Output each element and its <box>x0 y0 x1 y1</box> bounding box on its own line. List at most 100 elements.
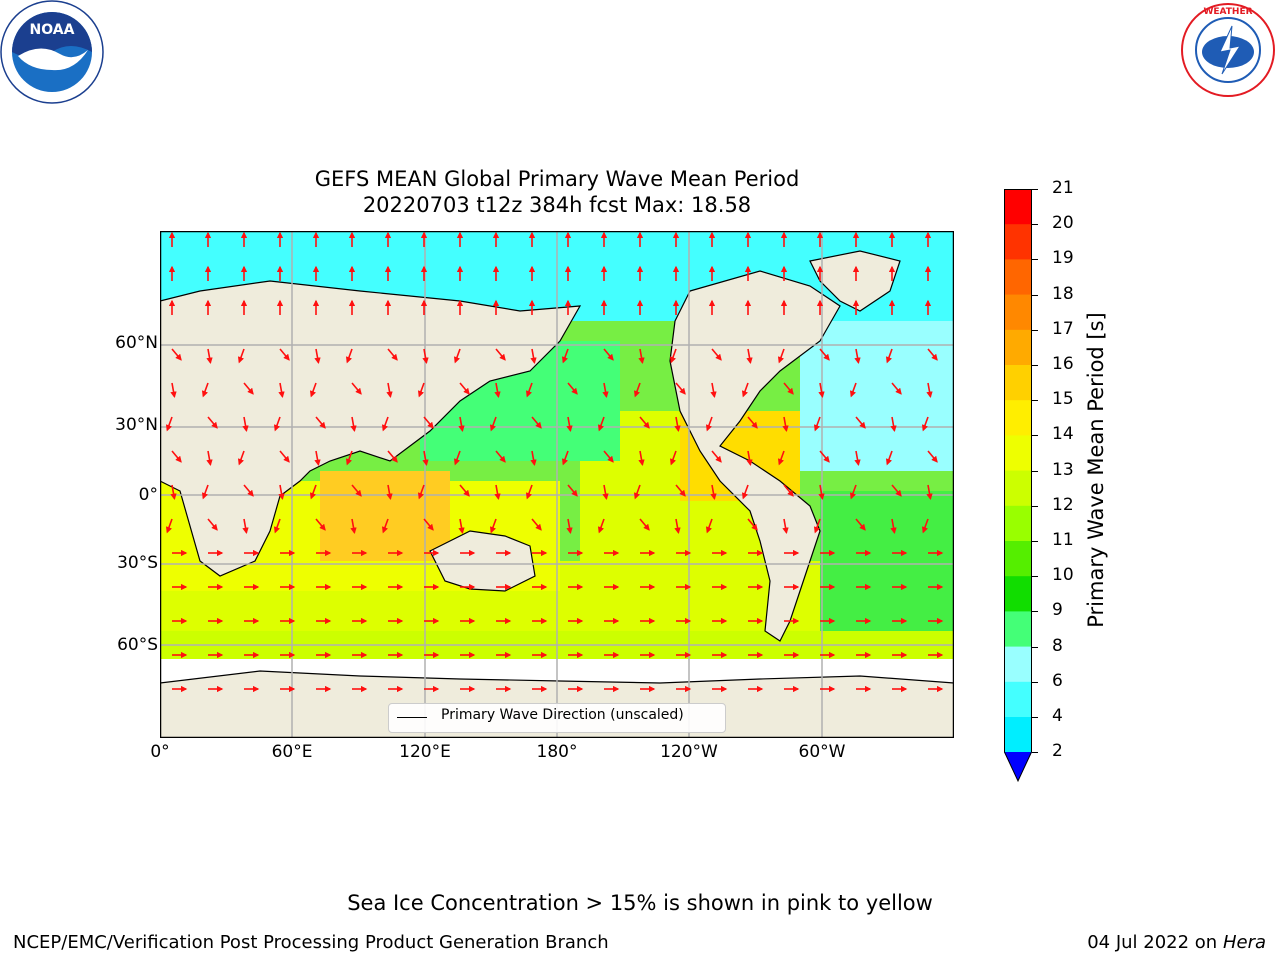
wave-direction-arrow <box>891 484 902 497</box>
wave-direction-arrow <box>747 518 758 531</box>
colorbar-tick-mark <box>1032 189 1038 190</box>
chart-title: GEFS MEAN Global Primary Wave Mean Perio… <box>314 167 800 191</box>
wave-direction-arrow <box>423 518 434 531</box>
wave-direction-arrow <box>531 416 542 429</box>
wave-direction-arrow <box>309 382 317 398</box>
wave-direction-arrow <box>387 450 398 463</box>
footer-credit: NCEP/EMC/Verification Post Processing Pr… <box>13 932 609 953</box>
wave-direction-arrow <box>315 518 326 531</box>
wave-direction-arrow <box>458 518 465 535</box>
lat-label-30s: 30°S <box>117 553 158 573</box>
wave-direction-arrow <box>603 450 614 463</box>
wave-direction-arrow <box>927 348 938 361</box>
wave-direction-arrow <box>494 484 501 501</box>
colorbar-tick-mark <box>1032 541 1038 542</box>
wave-direction-arrow <box>783 484 794 497</box>
lat-label-30n: 30°N <box>115 415 158 435</box>
footer-host: Hera <box>1222 932 1266 953</box>
colorbar-tick-mark <box>1032 294 1038 296</box>
wave-direction-arrow <box>381 518 389 534</box>
colorbar-band <box>1004 681 1032 718</box>
wave-direction-arrow <box>459 484 470 497</box>
wave-direction-arrow <box>638 450 645 467</box>
colorbar <box>1004 189 1032 783</box>
colorbar-tick-mark <box>1032 717 1038 718</box>
svg-text:NOAA: NOAA <box>30 22 75 38</box>
colorbar-tick-mark <box>1032 752 1038 754</box>
wave-direction-arrow <box>386 484 393 501</box>
colorbar-band <box>1004 189 1032 225</box>
noaa-logo: NOAA <box>0 0 104 104</box>
wave-direction-arrow <box>314 348 321 365</box>
wave-direction-arrow <box>885 348 893 364</box>
wave-direction-arrow <box>777 348 785 364</box>
wave-direction-arrow <box>597 416 605 432</box>
colorbar-tick-label: 6 <box>1052 670 1063 691</box>
wave-direction-arrow <box>417 484 425 500</box>
colorbar-tick-label: 17 <box>1052 318 1074 339</box>
colorbar-tick-label: 9 <box>1052 600 1063 621</box>
wave-direction-arrow <box>885 450 893 466</box>
wave-direction-arrow <box>237 348 245 364</box>
wave-direction-arrow <box>777 450 785 466</box>
colorbar-tick-mark <box>1032 400 1038 402</box>
colorbar-tick-label: 11 <box>1052 530 1074 550</box>
wave-direction-arrow <box>242 518 249 535</box>
wave-direction-arrow <box>278 484 285 501</box>
colorbar-band <box>1004 505 1032 542</box>
colorbar-tick-label: 16 <box>1052 354 1074 374</box>
colorbar-band <box>1004 435 1032 472</box>
wave-direction-arrow <box>566 416 573 433</box>
wave-direction-arrow <box>849 484 857 500</box>
wave-direction-arrow <box>279 450 290 463</box>
wave-direction-arrow <box>381 416 389 432</box>
wave-direction-arrow <box>525 484 533 500</box>
wave-period-map <box>160 231 954 738</box>
wave-direction-arrow <box>243 382 254 395</box>
wave-direction-arrow <box>633 484 641 500</box>
colorbar-band <box>1004 646 1032 683</box>
wave-direction-arrow <box>705 416 713 432</box>
lat-label-60s: 60°S <box>117 635 158 655</box>
colorbar-band <box>1004 576 1032 612</box>
wave-direction-arrow <box>386 382 393 399</box>
legend-label: Primary Wave Direction (unscaled) <box>441 707 684 723</box>
wave-direction-arrow <box>237 450 245 466</box>
wave-direction-arrow <box>921 518 929 534</box>
colorbar-band <box>1004 470 1032 507</box>
colorbar-tick-label: 8 <box>1052 635 1063 656</box>
colorbar-band <box>1004 259 1032 296</box>
wave-direction-arrow <box>891 382 902 395</box>
colorbar-band <box>1004 611 1032 648</box>
wave-direction-arrow <box>638 348 645 365</box>
wave-direction-arrow <box>855 416 866 429</box>
colorbar-tick-label: 18 <box>1052 283 1074 304</box>
wave-direction-arrow <box>855 518 866 531</box>
wave-direction-arrow <box>854 450 861 467</box>
colorbar-tick-mark <box>1032 681 1038 683</box>
wave-direction-arrow <box>495 348 506 361</box>
map-legend: Primary Wave Direction (unscaled) <box>388 703 726 733</box>
wave-direction-arrow <box>171 450 182 463</box>
wave-direction-arrow <box>170 484 177 501</box>
footer-date: 04 Jul 2022 on Hera <box>1087 932 1266 953</box>
wave-direction-arrow <box>422 450 429 467</box>
wave-direction-arrow <box>741 382 749 398</box>
wave-direction-arrow <box>309 484 317 500</box>
lon-label-60w: 60°W <box>798 742 846 762</box>
wave-direction-arrow <box>566 518 573 535</box>
colorbar-tick-mark <box>1032 224 1038 226</box>
colorbar-tick-mark <box>1032 329 1038 331</box>
wave-direction-arrow <box>165 416 173 432</box>
wave-direction-arrow <box>207 416 218 429</box>
wave-direction-arrow <box>782 416 789 433</box>
wave-direction-arrow <box>746 450 753 467</box>
wave-direction-arrow <box>926 484 933 501</box>
wave-direction-arrow <box>849 382 857 398</box>
wave-direction-arrow <box>207 518 218 531</box>
wave-direction-arrow <box>567 382 578 395</box>
wave-direction-arrow <box>783 382 794 395</box>
footer-date-text: 04 Jul 2022 on <box>1087 932 1218 953</box>
lon-label-120e: 120°E <box>399 742 451 762</box>
wave-direction-arrow <box>603 348 614 361</box>
